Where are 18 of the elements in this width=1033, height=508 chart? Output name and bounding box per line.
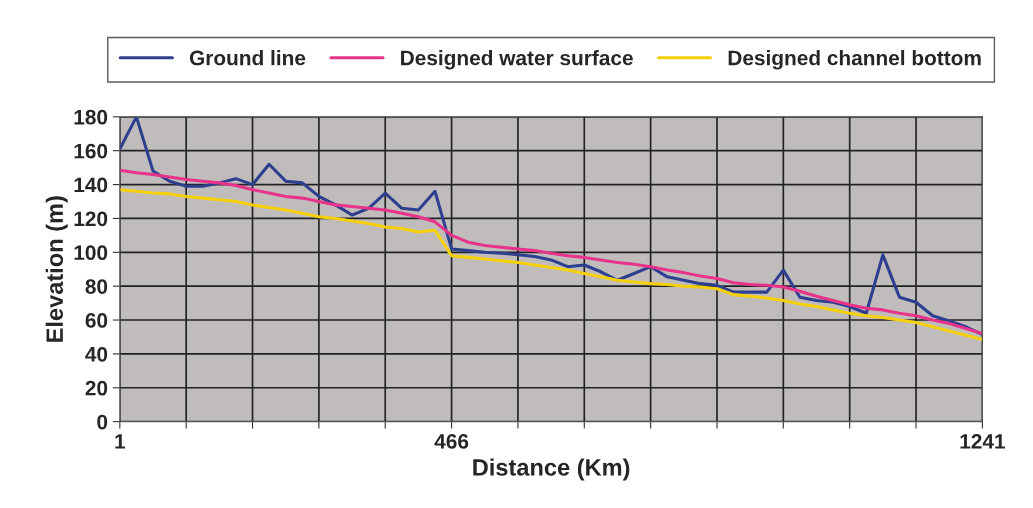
y-tick-label: 160: [74, 143, 108, 159]
legend-label: Ground line: [189, 50, 306, 66]
x-tick-label: 1: [115, 434, 126, 449]
x-tick-label: 466: [434, 434, 469, 449]
legend-label: Designed water surface: [401, 50, 633, 70]
y-tick-label: 140: [74, 177, 108, 193]
y-tick-label: 20: [85, 380, 108, 396]
x-tick-label: 1241: [960, 434, 1005, 449]
x-axis-title: Distance (Km): [473, 458, 630, 481]
y-tick-label: 120: [74, 211, 108, 227]
y-tick-label: 100: [74, 245, 108, 261]
y-tick-label: 60: [85, 313, 108, 328]
y-tick-label: 0: [97, 414, 108, 430]
y-tick-label: 80: [85, 279, 108, 294]
y-tick-label: 180: [74, 109, 108, 125]
y-axis-title: Elevation (m): [45, 196, 68, 342]
y-tick-label: 40: [85, 346, 108, 362]
legend-label: Designed channel bottom: [728, 50, 981, 70]
